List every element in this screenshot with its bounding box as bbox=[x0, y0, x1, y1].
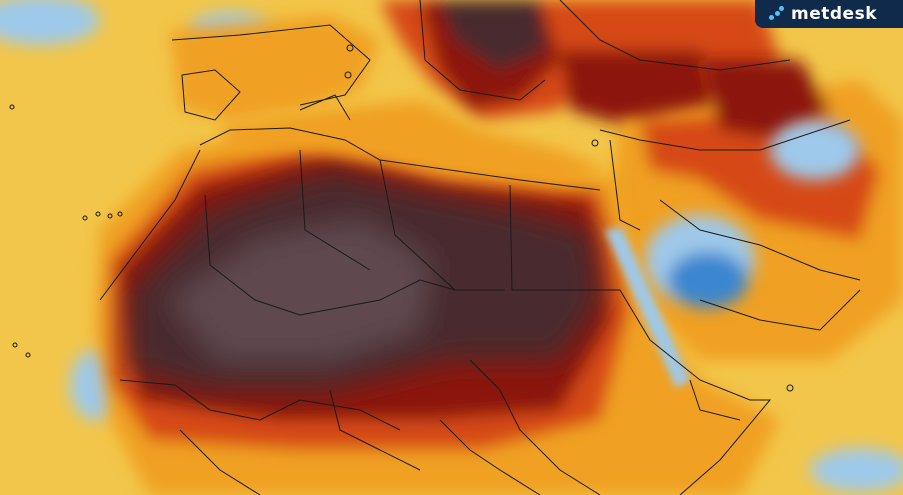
country-borders bbox=[99, 0, 861, 495]
extreme-heat-sahara bbox=[130, 170, 600, 390]
land-europe bbox=[170, 0, 780, 130]
logo-text: metdesk bbox=[791, 4, 877, 24]
metdesk-logo-icon bbox=[767, 5, 785, 23]
islands bbox=[9, 44, 794, 392]
red-sea bbox=[605, 228, 690, 388]
metdesk-logo: metdesk bbox=[755, 0, 903, 28]
mediterranean-sea bbox=[220, 100, 610, 185]
